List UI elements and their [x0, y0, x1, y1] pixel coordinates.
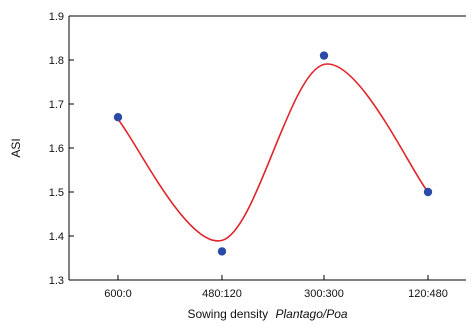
x-axis-title-italic: Plantago/Poa	[276, 307, 348, 321]
data-points	[113, 51, 433, 256]
y-tick-label: 1.6	[49, 143, 64, 155]
y-tick-label: 1.7	[49, 99, 64, 111]
y-tick-label: 1.4	[49, 231, 64, 243]
data-point	[113, 113, 123, 122]
data-point	[423, 187, 433, 197]
y-ticks: 1.3 1.4 1.5 1.6 1.7 1.8 1.9	[49, 11, 74, 287]
y-tick-label: 1.3	[49, 275, 64, 287]
data-point	[217, 247, 227, 256]
y-tick-label: 1.9	[49, 11, 64, 23]
x-axis-title-main: Sowing density	[187, 307, 268, 321]
y-axis-title: ASI	[9, 138, 23, 157]
x-tick-label: 120:480	[408, 288, 448, 300]
axes	[68, 15, 466, 281]
x-ticks: 600:0 480:120 300:300 120:480	[104, 275, 448, 300]
x-tick-label: 600:0	[104, 288, 132, 300]
x-tick-label: 480:120	[202, 288, 242, 300]
data-point	[319, 51, 329, 60]
fit-curve	[117, 63, 429, 242]
x-tick-label: 300:300	[304, 288, 344, 300]
y-tick-label: 1.8	[49, 55, 64, 67]
y-tick-label: 1.5	[49, 187, 64, 199]
x-axis-title: Sowing density Plantago/Poa	[187, 307, 347, 321]
